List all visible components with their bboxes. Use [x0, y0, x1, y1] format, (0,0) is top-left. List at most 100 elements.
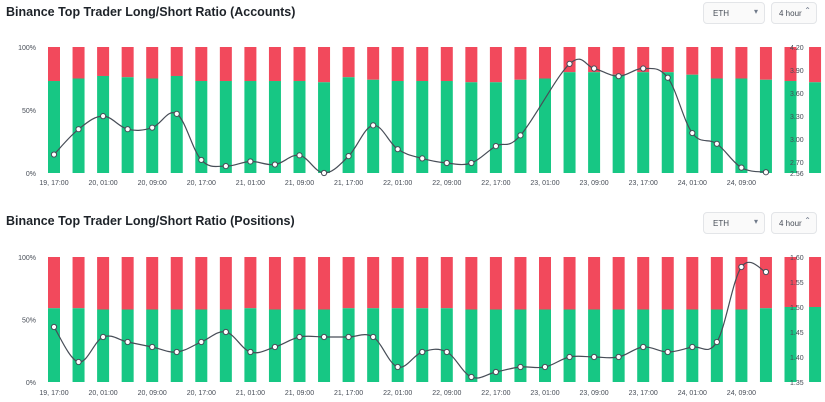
- long-bar: [121, 77, 134, 173]
- left-axis-tick: 50%: [22, 318, 36, 325]
- long-bar: [342, 77, 355, 173]
- long-bar: [588, 309, 601, 382]
- ratio-point: [222, 328, 229, 336]
- short-bar: [195, 257, 208, 310]
- ratio-point: [320, 333, 328, 341]
- long-bar: [195, 81, 208, 173]
- ratio-point: [222, 162, 229, 170]
- short-bar: [146, 47, 159, 79]
- long-bar: [121, 309, 134, 382]
- ratio-point: [640, 343, 647, 351]
- symbol-select[interactable]: ETH ▾: [703, 2, 765, 24]
- x-tick-label: 22, 09:00: [432, 180, 461, 187]
- x-tick-label: 21, 01:00: [236, 180, 265, 187]
- ratio-point: [173, 348, 180, 356]
- symbol-select[interactable]: ETH ▾: [703, 212, 765, 234]
- short-bar: [784, 47, 797, 82]
- short-bar: [465, 257, 478, 310]
- left-axis-tick: 50%: [22, 108, 36, 115]
- long-bar: [440, 81, 453, 173]
- short-bar: [710, 257, 723, 310]
- ratio-point: [320, 169, 328, 177]
- long-bar: [318, 82, 331, 173]
- x-tick-label: 20, 17:00: [187, 390, 216, 397]
- ratio-point: [492, 143, 499, 150]
- short-bar: [612, 47, 625, 75]
- ratio-line: [53, 58, 767, 174]
- short-bar: [489, 47, 502, 83]
- long-bar: [661, 72, 674, 173]
- x-tick-label: 24, 01:00: [678, 180, 707, 187]
- ratio-point: [394, 146, 401, 153]
- short-bar: [170, 257, 183, 310]
- long-bar: [539, 309, 551, 382]
- ratio-point: [370, 333, 377, 341]
- ratio-point: [345, 152, 352, 160]
- long-bar: [686, 74, 699, 173]
- left-axis-tick: 100%: [18, 45, 36, 52]
- left-axis-tick: 0%: [26, 171, 36, 178]
- x-tick-label: 22, 01:00: [383, 390, 412, 397]
- short-bar: [97, 257, 110, 310]
- panel-title: Binance Top Trader Long/Short Ratio (Pos…: [6, 214, 295, 228]
- right-axis-tick: 3.00: [790, 137, 804, 144]
- short-bar: [612, 257, 625, 310]
- short-bar: [784, 257, 797, 307]
- ratio-point: [419, 348, 426, 356]
- ratio-point: [345, 333, 352, 341]
- right-axis-tick: 1.60: [790, 255, 804, 262]
- short-bar: [416, 257, 429, 309]
- symbol-select-value: ETH: [713, 219, 729, 228]
- x-tick-label: 23, 01:00: [530, 390, 559, 397]
- right-axis-tick: 2.70: [790, 160, 804, 167]
- short-bar: [268, 257, 281, 310]
- long-bar: [661, 309, 674, 382]
- right-axis-tick: 1.50: [790, 305, 804, 312]
- long-bar: [612, 74, 625, 173]
- short-bar: [342, 47, 355, 78]
- right-axis-tick: 1.35: [790, 380, 804, 387]
- period-select[interactable]: 4 hour ⌃: [771, 2, 817, 24]
- short-bar: [391, 257, 404, 309]
- period-select[interactable]: 4 hour ⌃: [771, 212, 817, 234]
- ratio-point: [566, 60, 573, 68]
- long-bar: [342, 308, 355, 382]
- short-bar: [759, 257, 772, 309]
- long-bar: [563, 72, 576, 173]
- long-bar: [735, 309, 748, 382]
- long-bar: [416, 81, 429, 173]
- short-bar: [293, 257, 306, 310]
- long-bar: [195, 309, 208, 382]
- short-bar: [710, 47, 723, 79]
- long-bar: [268, 81, 281, 173]
- x-tick-label: 24, 01:00: [678, 390, 707, 397]
- x-tick-label: 23, 17:00: [629, 390, 658, 397]
- ratio-point: [124, 126, 131, 133]
- ratio-point: [762, 169, 770, 176]
- positions-chart: 0% 50% 100% 1.35 1.40 1.45 1.50 1.55 1.60 19, 17:…: [18, 255, 822, 397]
- ratio-point: [149, 343, 156, 351]
- long-bar: [759, 308, 772, 382]
- ratio-point: [615, 73, 622, 80]
- x-tick-label: 22, 09:00: [432, 390, 461, 397]
- short-bar: [686, 47, 699, 75]
- ratio-point: [443, 159, 450, 167]
- short-bar: [318, 257, 331, 310]
- short-bar: [539, 257, 551, 310]
- x-tick-label: 21, 17:00: [334, 390, 363, 397]
- ratio-point: [198, 156, 205, 164]
- ratio-point: [541, 363, 549, 371]
- long-bar: [97, 75, 110, 173]
- up-down-chevron-icon: ⌃: [804, 6, 811, 15]
- short-bar: [588, 257, 601, 310]
- long-bar: [440, 308, 453, 382]
- short-bar: [391, 47, 404, 82]
- short-bar: [318, 47, 331, 83]
- long-bar: [48, 81, 60, 173]
- ratio-point: [738, 164, 745, 171]
- ratio-point: [591, 353, 598, 361]
- accounts-chart: 0% 50% 100% 2.56 2.70 3.00 3.30 3.60 3.90 4.20 19,…: [18, 45, 822, 187]
- short-bar: [342, 257, 355, 309]
- ratio-point: [149, 124, 156, 131]
- long-bar: [244, 308, 257, 382]
